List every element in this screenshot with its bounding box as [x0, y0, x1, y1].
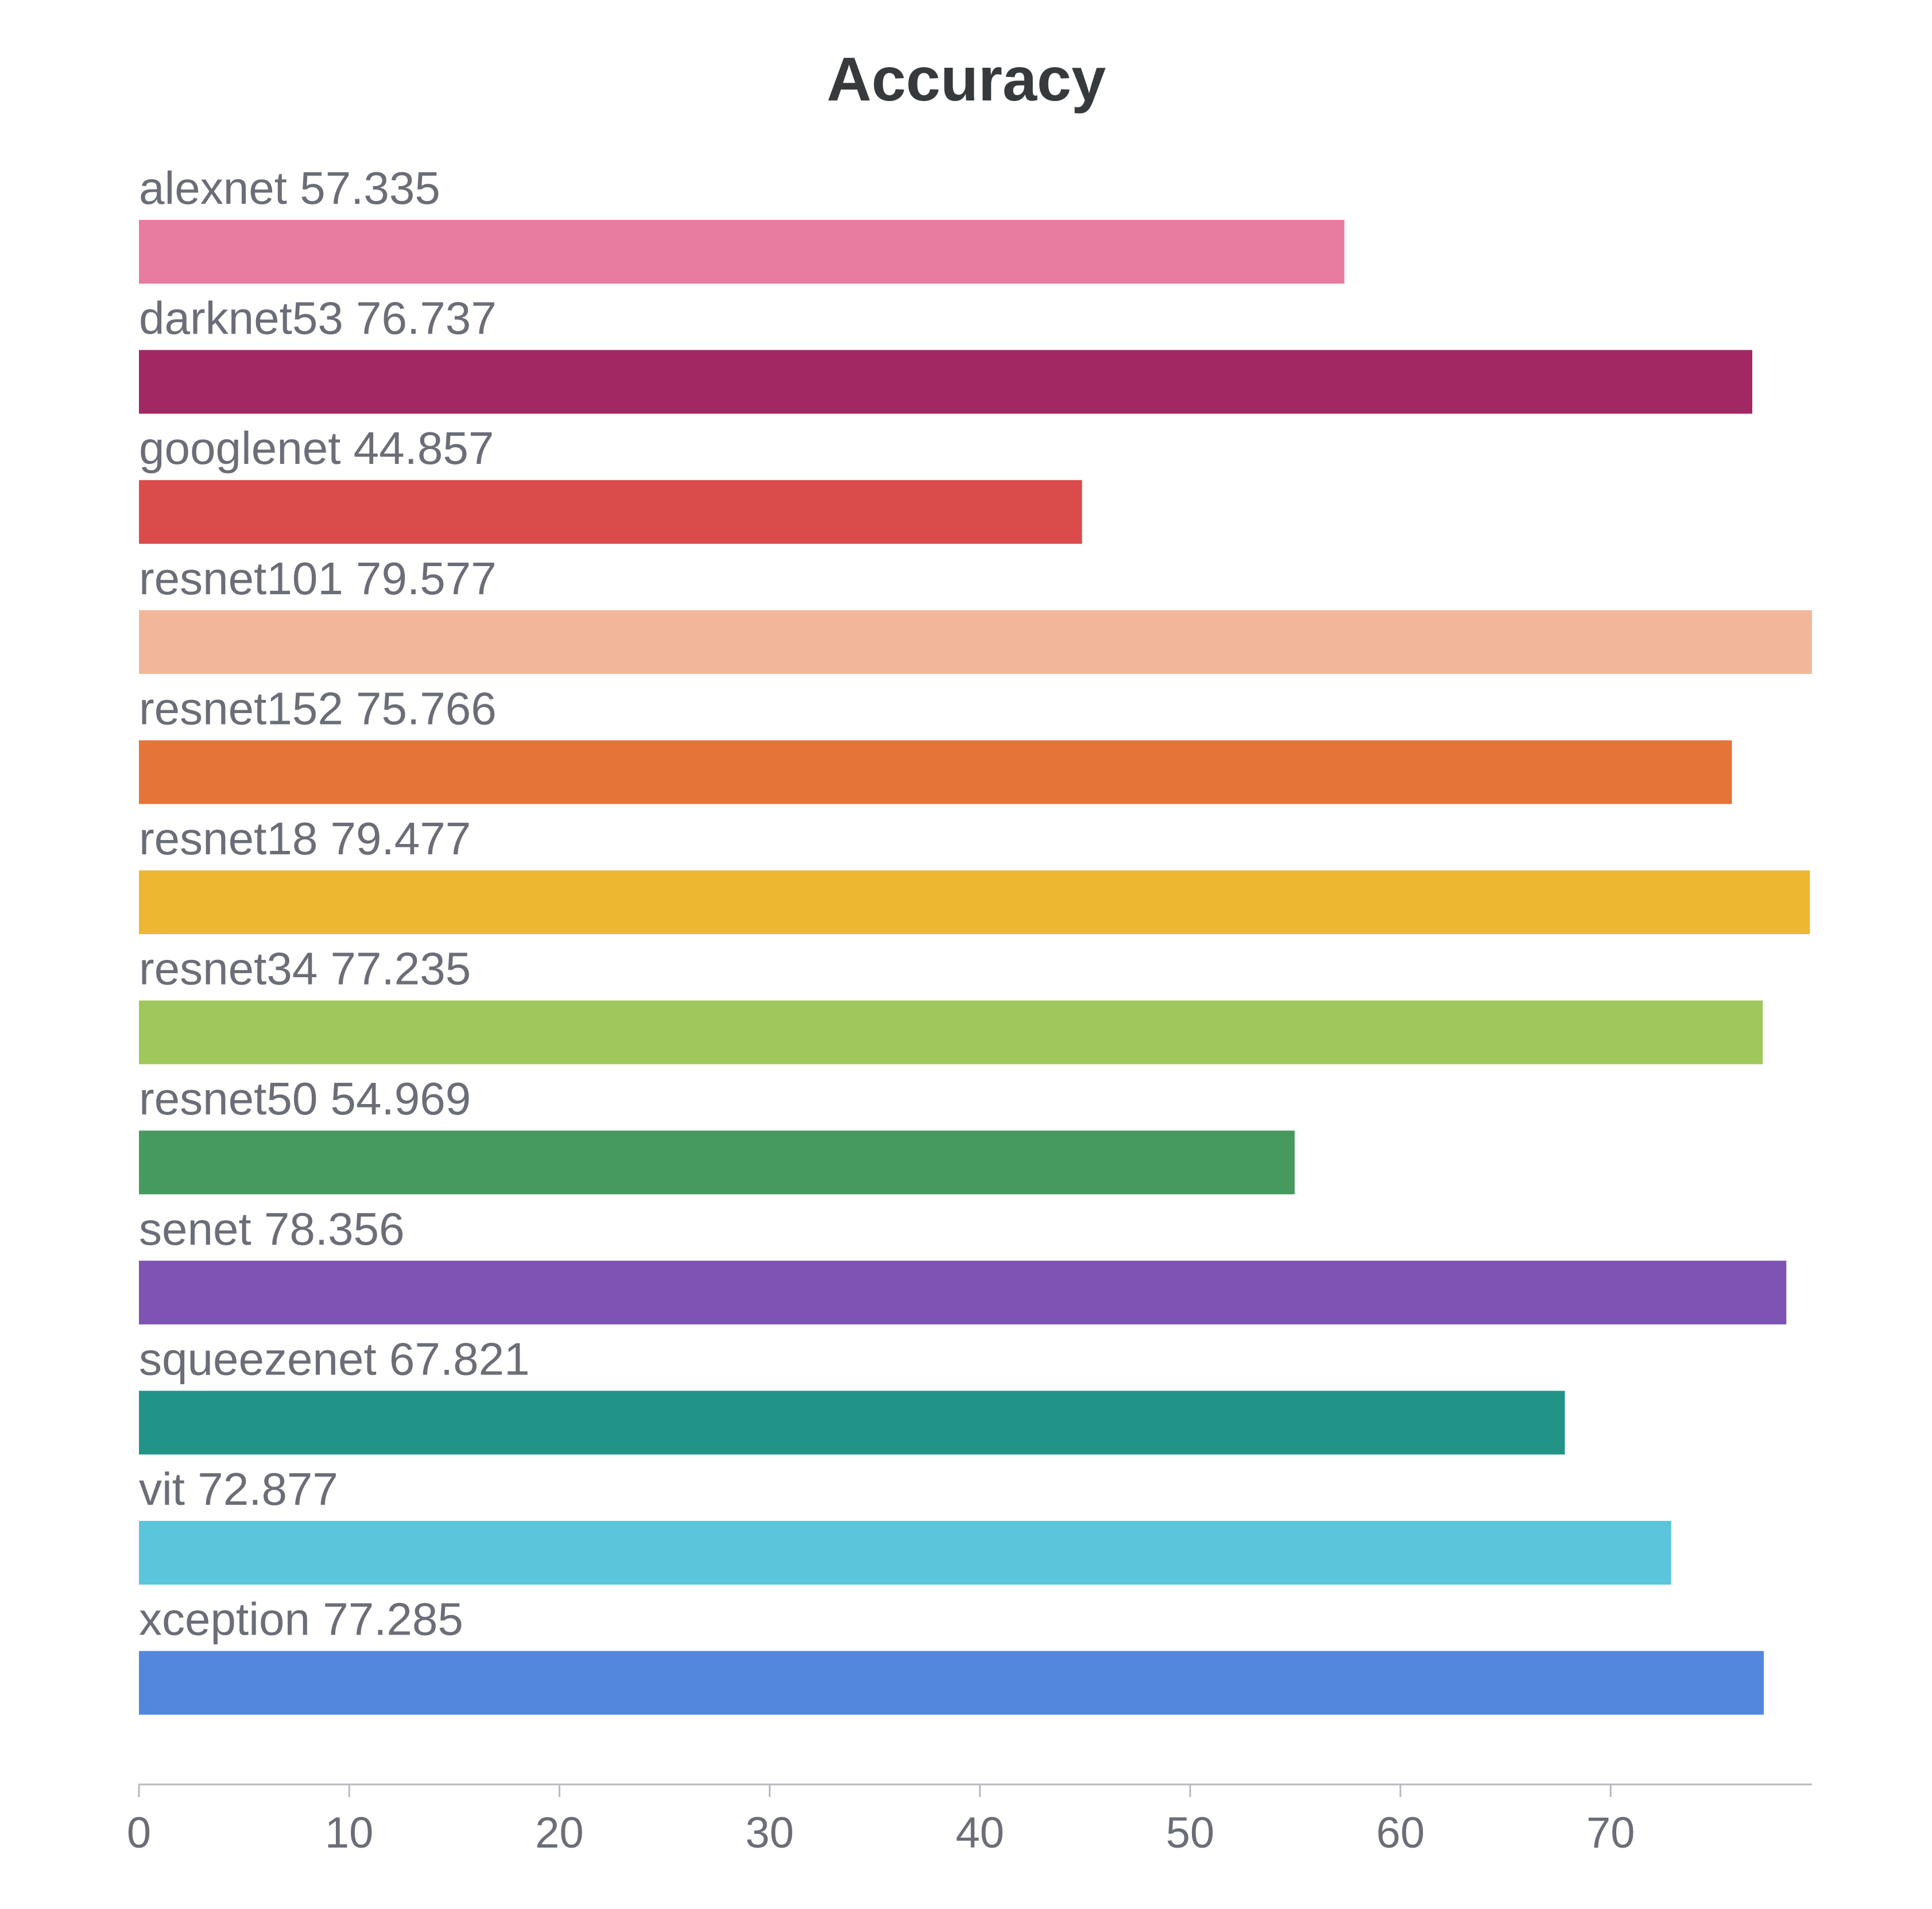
- x-tick-label-40: 40: [955, 1809, 1004, 1857]
- bar-googlenet: [139, 480, 1082, 544]
- bar-resnet34: [139, 1000, 1763, 1064]
- bar-label-resnet101: resnet101 79.577: [139, 553, 497, 604]
- bar-label-darknet53: darknet53 76.737: [139, 293, 497, 344]
- x-axis: 0 10 20 30 40 50 60 70: [127, 1783, 1812, 1857]
- bar-label-resnet152: resnet152 75.766: [139, 683, 497, 734]
- bar-vit: [139, 1521, 1671, 1585]
- bar-resnet18: [139, 870, 1810, 934]
- bar-label-resnet34: resnet34 77.235: [139, 943, 471, 994]
- x-tick-label-30: 30: [745, 1809, 794, 1857]
- bar-resnet50: [139, 1130, 1295, 1195]
- bar-senet: [139, 1260, 1787, 1325]
- x-tick-label-70: 70: [1586, 1809, 1635, 1857]
- bar-squeezenet: [139, 1391, 1565, 1455]
- bar-label-googlenet: googlenet 44.857: [139, 423, 494, 474]
- x-tick-label-60: 60: [1376, 1809, 1425, 1857]
- chart-title: Accuracy: [827, 44, 1106, 114]
- bar-label-alexnet: alexnet 57.335: [139, 162, 440, 214]
- x-tick-label-20: 20: [535, 1809, 584, 1857]
- bar-label-senet: senet 78.356: [139, 1203, 405, 1254]
- bar-label-resnet18: resnet18 79.477: [139, 813, 471, 864]
- bar-label-vit: vit 72.877: [139, 1463, 338, 1515]
- bar-label-xception: xception 77.285: [139, 1594, 463, 1645]
- bars-group: alexnet 57.335 darknet53 76.737 googlenet …: [139, 162, 1812, 1715]
- bar-xception: [139, 1651, 1764, 1715]
- bar-label-squeezenet: squeezenet 67.821: [139, 1333, 530, 1384]
- bar-resnet101: [139, 610, 1812, 674]
- bar-alexnet: [139, 220, 1345, 284]
- x-tick-label-10: 10: [325, 1809, 374, 1857]
- x-tick-label-0: 0: [127, 1809, 151, 1857]
- bar-darknet53: [139, 350, 1753, 414]
- bar-resnet152: [139, 740, 1732, 804]
- bar-label-resnet50: resnet50 54.969: [139, 1073, 471, 1124]
- x-tick-label-50: 50: [1166, 1809, 1215, 1857]
